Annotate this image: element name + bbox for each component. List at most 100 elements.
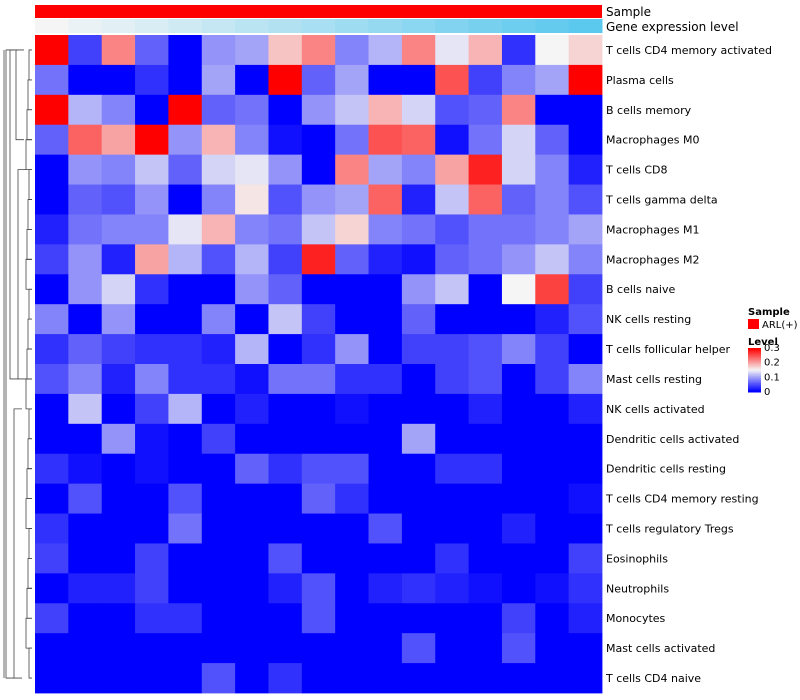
heatmap-cell [368, 603, 403, 634]
heatmap-cell [201, 274, 236, 305]
heatmap-cell [201, 364, 236, 395]
heatmap-cell [201, 94, 236, 126]
heatmap-cell [68, 423, 103, 455]
heatmap-cell [35, 304, 69, 335]
heatmap-cell [468, 334, 503, 365]
heatmap-cell [401, 364, 436, 395]
row-label: Dendritic cells resting [606, 463, 726, 476]
legend: Sample ARL(+) Level 0.3 0.2 0.1 0 [748, 307, 798, 398]
dendrogram-branch [28, 528, 32, 559]
heatmap-cell [468, 423, 503, 455]
heatmap-cell [468, 633, 503, 664]
heatmap-cell [135, 124, 169, 156]
row-label: T cells CD4 naive [605, 672, 701, 685]
row-label: Neutrophils [606, 582, 669, 595]
heatmap-cell [68, 124, 103, 156]
heatmap-cell [468, 304, 503, 335]
heatmap-cell [335, 423, 369, 455]
heatmap-cell [201, 304, 236, 335]
row-label: Dendritic cells activated [606, 433, 739, 446]
heatmap-cell [368, 274, 403, 305]
heatmap-cell [368, 364, 403, 395]
heatmap-cell [235, 633, 269, 664]
colorbar-segment [748, 362, 761, 365]
colorbar-segment [748, 390, 761, 393]
heatmap-cell [301, 94, 336, 126]
dendrogram-branch [28, 288, 32, 320]
dendrogram-branch [9, 49, 18, 380]
gene-annotation-cell [335, 19, 370, 33]
heatmap-cell [401, 393, 436, 425]
heatmap-cell [468, 364, 503, 395]
heatmap-cell [435, 573, 469, 604]
heatmap-cell [68, 603, 103, 634]
heatmap-cell [268, 304, 303, 335]
heatmap-cell [201, 184, 236, 215]
heatmap-cell [301, 304, 336, 335]
heatmap-cell [68, 35, 103, 66]
heatmap-cell [468, 573, 503, 604]
heatmap-cell [535, 364, 570, 395]
heatmap-cell [101, 154, 136, 185]
heatmap-cell [435, 364, 469, 395]
heatmap-cell [401, 603, 436, 634]
colorbar-segment [748, 349, 761, 352]
heatmap-cell [35, 214, 69, 245]
heatmap-cell [101, 633, 136, 664]
heatmap-cell [568, 214, 603, 245]
dendrogram-branch [26, 468, 32, 499]
heatmap-cell [368, 244, 403, 275]
colorbar-tick-label: 0.2 [764, 358, 780, 369]
colorbar-segment [748, 359, 761, 362]
heatmap-cell [401, 663, 436, 694]
heatmap-cell [101, 35, 136, 66]
heatmap-cell [435, 453, 469, 485]
heatmap-cell [235, 304, 269, 335]
heatmap-cell [401, 573, 436, 604]
colorbar-segment [748, 368, 761, 371]
row-labels: T cells CD4 memory activated Plasma cells… [605, 44, 772, 685]
heatmap-cell [268, 184, 303, 215]
heatmap-cell [35, 423, 69, 455]
colorbar-segment [748, 381, 761, 384]
gene-annotation-cell [435, 19, 470, 33]
heatmap-cell [368, 214, 403, 245]
heatmap-cell [35, 393, 69, 425]
colorbar-segment [748, 387, 761, 390]
heatmap-cell [68, 663, 103, 694]
heatmap-cell [301, 334, 336, 365]
heatmap-cell [468, 184, 503, 215]
dendrogram-branch [25, 139, 32, 170]
heatmap-cell [568, 573, 603, 604]
heatmap-cell [268, 274, 303, 305]
dendrogram-branch [27, 438, 32, 470]
heatmap-cell [435, 154, 469, 185]
heatmap-cell [135, 274, 169, 305]
heatmap-cell [435, 423, 469, 455]
heatmap-cell [568, 393, 603, 425]
heatmap-cell [501, 483, 536, 514]
heatmap-cell [368, 513, 403, 544]
gene-annotation-cell [535, 19, 570, 33]
heatmap-cell [468, 483, 503, 514]
heatmap-cell [335, 603, 369, 634]
gene-annotation-cell [568, 19, 603, 33]
heatmap-cell [35, 274, 69, 305]
heatmap-cell [335, 633, 369, 664]
colorbar-segment [748, 377, 761, 380]
heatmap-cell [435, 543, 469, 574]
heatmap-cell [401, 184, 436, 215]
heatmap-cell [35, 94, 69, 126]
colorbar-segment [748, 386, 761, 389]
heatmap-cell [535, 543, 570, 574]
colorbar-segment [748, 365, 761, 368]
heatmap-cell [335, 35, 369, 66]
heatmap-cell [101, 214, 136, 245]
heatmap-cell [335, 274, 369, 305]
heatmap-cell [401, 214, 436, 245]
heatmap-cell [268, 35, 303, 66]
heatmap-cell [501, 274, 536, 305]
heatmap-cell [35, 244, 69, 275]
heatmap-cell [68, 304, 103, 335]
heatmap-cell [535, 483, 570, 514]
